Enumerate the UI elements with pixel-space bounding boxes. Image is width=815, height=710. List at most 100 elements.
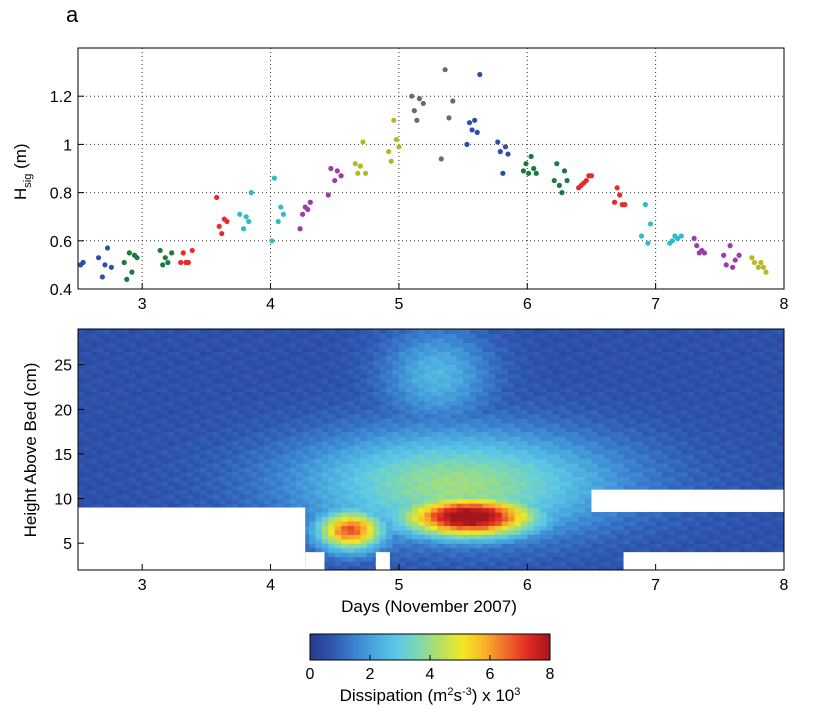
heatmap-cell (546, 467, 554, 473)
heatmap-cell (167, 503, 175, 509)
heatmap-cell (309, 342, 317, 348)
heatmap-cell (591, 337, 599, 343)
heatmap-cell (341, 436, 349, 442)
heatmap-cell (437, 489, 445, 495)
heatmap-cell (508, 507, 516, 513)
heatmap-cell (78, 453, 86, 460)
heatmap-cell (443, 364, 451, 370)
heatmap-cell (341, 333, 349, 339)
heatmap-cell (296, 440, 304, 446)
heatmap-cell (610, 431, 618, 437)
heatmap-cell (565, 351, 573, 357)
heatmap-cell (617, 511, 625, 518)
hsig-point (357, 163, 363, 169)
top-axes-frame (77, 47, 785, 290)
heatmap-cell (514, 395, 522, 401)
heatmap-cell (90, 409, 98, 415)
heatmap-cell (187, 400, 195, 406)
heatmap-cell (84, 440, 92, 446)
heatmap-cell (238, 351, 246, 357)
heatmap-cell (283, 418, 291, 424)
heatmap-cell (520, 373, 528, 379)
heatmap-cell (341, 516, 349, 522)
heatmap-cell (597, 453, 605, 460)
heatmap-cell (155, 489, 163, 495)
heatmap-cell (129, 373, 137, 379)
heatmap-cell (501, 387, 509, 393)
heatmap-cell (328, 494, 336, 500)
heatmap-cell (437, 480, 445, 486)
heatmap-cell (617, 480, 625, 486)
heatmap-cell (578, 337, 586, 343)
heatmap-cell (591, 436, 599, 442)
heatmap-cell (289, 373, 297, 379)
heatmap-cell (347, 462, 355, 468)
heatmap-cell (103, 395, 111, 401)
heatmap-cell (199, 351, 207, 357)
heatmap-cell (155, 503, 163, 509)
heatmap-cell (321, 436, 329, 442)
heatmap-cell (270, 485, 278, 491)
heatmap-cell (405, 445, 413, 451)
heatmap-cell (84, 387, 92, 393)
heatmap-cell (469, 516, 477, 522)
heatmap-cell (533, 378, 541, 384)
heatmap-cell (591, 485, 599, 491)
heatmap-cell (520, 458, 528, 464)
heatmap-cell (636, 351, 644, 357)
heatmap-cell (129, 342, 137, 348)
heatmap-cell (431, 436, 439, 442)
heatmap-cell (386, 373, 394, 379)
heatmap-cell (591, 360, 599, 366)
heatmap-cell (565, 489, 573, 495)
heatmap-cell (321, 547, 329, 553)
heatmap-cell (135, 453, 143, 460)
heatmap-cell (379, 511, 387, 518)
heatmap-cell (212, 436, 220, 442)
heatmap-cell (642, 543, 650, 549)
heatmap-cell (443, 485, 451, 491)
heatmap-cell (443, 436, 451, 442)
heatmap-cell (437, 427, 445, 433)
heatmap-cell (321, 534, 329, 540)
heatmap-cell (142, 476, 150, 482)
heatmap-cell (122, 333, 130, 339)
heatmap-cell (238, 453, 246, 460)
heatmap-cell (514, 404, 522, 410)
heatmap-cell (353, 373, 361, 379)
heatmap-cell (296, 445, 304, 451)
heatmap-cell (276, 494, 284, 500)
heatmap-cell (604, 351, 612, 357)
heatmap-cell (495, 462, 503, 468)
heatmap-cell (276, 471, 284, 477)
heatmap-cell (405, 507, 413, 513)
hsig-point (269, 238, 275, 244)
hsig-point (647, 221, 654, 227)
hsig-point (559, 190, 565, 196)
heatmap-cell (392, 471, 400, 477)
heatmap-cell (610, 378, 618, 384)
hsig-point (216, 223, 222, 229)
heatmap-cell (559, 418, 567, 424)
heatmap-cell (309, 409, 317, 415)
heatmap-cell (604, 391, 612, 397)
hsig-point (388, 158, 394, 164)
heatmap-cell (533, 440, 541, 446)
heatmap-cell (629, 480, 637, 486)
heatmap-cell (347, 395, 355, 401)
heatmap-cell (572, 462, 580, 468)
heatmap-cell (155, 498, 163, 504)
heatmap-cell (495, 400, 503, 406)
heatmap-cell (514, 543, 522, 549)
heatmap-cell (347, 342, 355, 348)
heatmap-cell (636, 404, 644, 410)
heatmap-cell (450, 489, 458, 495)
heatmap-cell (540, 431, 548, 437)
heatmap-cell (617, 378, 625, 384)
heatmap-cell (405, 369, 413, 375)
heatmap-cell (366, 355, 374, 361)
heatmap-cell (424, 436, 432, 442)
heatmap-cell (495, 471, 503, 477)
heatmap-cell (122, 427, 130, 433)
heatmap-cell (161, 333, 169, 339)
